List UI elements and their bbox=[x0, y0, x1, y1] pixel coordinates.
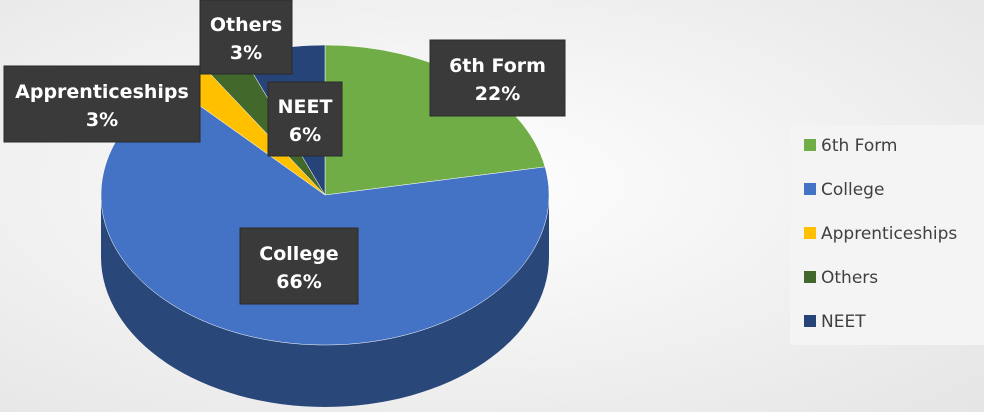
data-label-box bbox=[239, 227, 359, 305]
legend-swatch bbox=[804, 315, 816, 327]
data-label-name: College bbox=[259, 243, 338, 265]
legend-swatch bbox=[804, 183, 816, 195]
data-label-name: Others bbox=[210, 14, 282, 36]
legend-swatch bbox=[804, 139, 816, 151]
data-label-value: 66% bbox=[276, 271, 321, 293]
data-label-name: NEET bbox=[278, 96, 333, 118]
data-label-box bbox=[429, 39, 566, 117]
legend-label: Others bbox=[821, 268, 878, 288]
legend-box bbox=[790, 125, 984, 345]
legend-swatch bbox=[804, 271, 816, 283]
data-label-name: 6th Form bbox=[449, 55, 546, 77]
data-label-box bbox=[267, 81, 343, 157]
legend-label: 6th Form bbox=[821, 136, 897, 156]
legend-swatch bbox=[804, 227, 816, 239]
data-label-box bbox=[3, 65, 201, 143]
data-label-value: 6% bbox=[289, 124, 321, 146]
data-label-name: Apprenticeships bbox=[15, 81, 189, 103]
data-label-value: 3% bbox=[86, 109, 118, 131]
data-label-value: 22% bbox=[475, 83, 520, 105]
slice bbox=[100, 85, 550, 346]
data-label-box bbox=[199, 0, 293, 75]
legend-label: Apprenticeships bbox=[821, 224, 957, 244]
slice-side bbox=[101, 195, 549, 407]
data-label-value: 3% bbox=[230, 42, 262, 64]
legend-label: NEET bbox=[821, 312, 866, 332]
legend-label: College bbox=[821, 180, 884, 200]
